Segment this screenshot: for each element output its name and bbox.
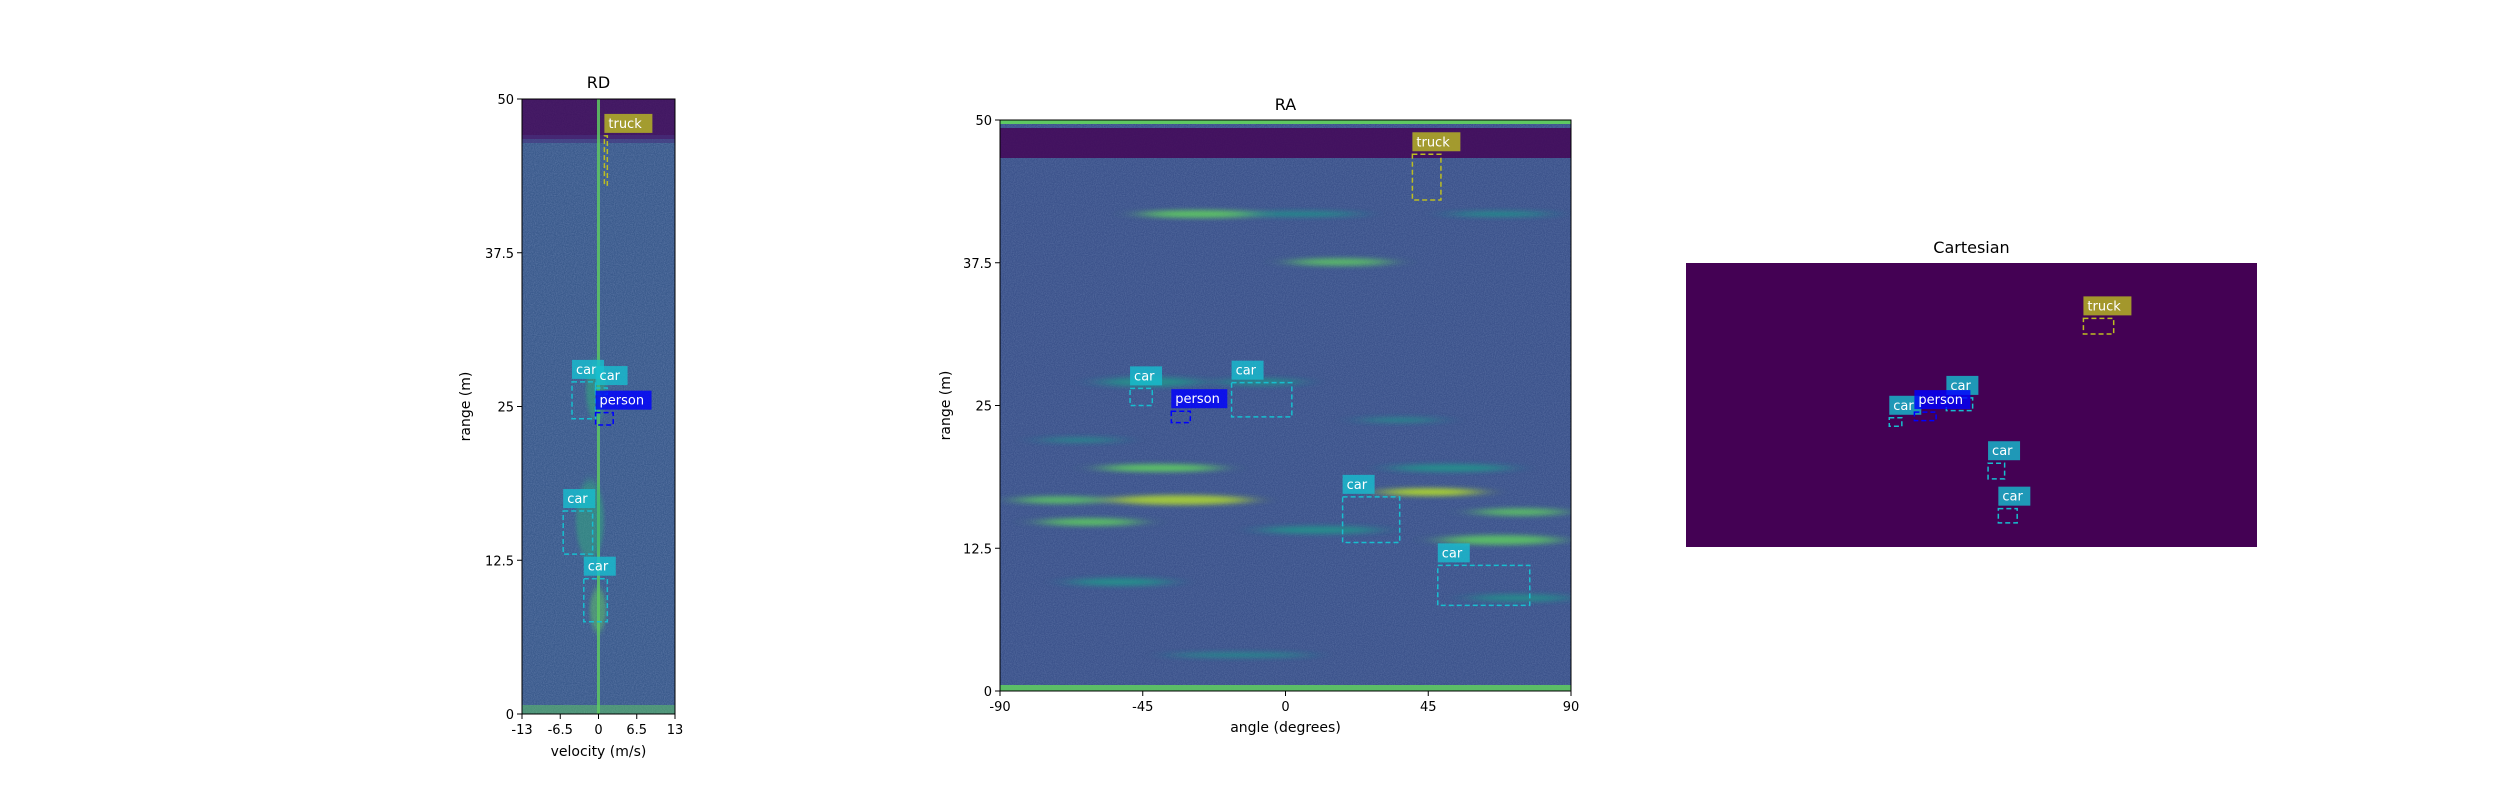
- person-label-bg: [1914, 390, 1971, 410]
- person-box: [594, 411, 614, 426]
- ra-xlabel: angle (degrees): [1230, 720, 1341, 736]
- cartesian-title: Cartesian: [1933, 238, 2009, 257]
- y-tick-label: 12.5: [485, 554, 514, 569]
- person-label: person: [1918, 393, 1963, 408]
- truck-box: [1411, 153, 1442, 201]
- truck-box: [603, 135, 609, 186]
- rd-axes: -13 -6.5 0 6.5 13 0 12.5 25 37.5 50: [485, 93, 683, 738]
- car-box: [1230, 381, 1293, 418]
- y-tick-label: 0: [506, 708, 514, 723]
- car-label: car: [567, 492, 588, 507]
- car-label: car: [1992, 444, 2013, 459]
- x-tick-label: 0: [1281, 700, 1289, 715]
- car-label-bg: [583, 556, 616, 576]
- truck-box: [2082, 317, 2115, 335]
- car-box: [1945, 397, 1974, 412]
- y-tick-label: 12.5: [963, 542, 992, 557]
- rd-title: RD: [587, 73, 610, 92]
- truck-label: truck: [608, 117, 642, 132]
- ra-title: RA: [1275, 95, 1296, 114]
- car-box: [1341, 496, 1401, 544]
- car-label-bg: [1342, 474, 1375, 494]
- person-label-bg: [1171, 389, 1228, 409]
- car-label: car: [1134, 369, 1155, 384]
- truck-label-bg: [2083, 296, 2132, 316]
- truck-label-bg: [1412, 132, 1461, 152]
- car-label-bg: [1437, 543, 1470, 563]
- x-tick-label: -13: [511, 723, 532, 738]
- y-tick-label: 50: [497, 93, 514, 108]
- car-box: [1437, 564, 1531, 607]
- y-tick-label: 25: [975, 400, 992, 415]
- x-tick-label: 13: [667, 723, 684, 738]
- car-label: car: [1236, 364, 1257, 379]
- car-box: [1888, 417, 1903, 428]
- truck-label: truck: [1416, 135, 1450, 150]
- truck-label: truck: [2087, 299, 2121, 314]
- car-label-bg: [1889, 395, 1922, 415]
- car-label: car: [600, 369, 621, 384]
- truck-label-bg: [604, 113, 653, 133]
- person-label: person: [1175, 392, 1220, 407]
- car-box: [583, 577, 609, 623]
- car-box: [1987, 462, 2006, 480]
- car-label-bg: [1130, 366, 1163, 386]
- car-label-bg: [1231, 360, 1264, 380]
- car-box: [1129, 387, 1154, 407]
- x-tick-label: 0: [594, 723, 602, 738]
- y-tick-label: 25: [497, 401, 514, 416]
- car-label: car: [576, 363, 597, 378]
- rd-xlabel: velocity (m/s): [551, 744, 647, 760]
- car-label-bg: [595, 366, 628, 386]
- ra-heatmap: [1000, 120, 1571, 691]
- x-tick-label: -6.5: [548, 723, 573, 738]
- car-box: [562, 510, 594, 555]
- ra-axes: -90 -45 0 45 90 0 12.5 25 37.5 50: [963, 114, 1579, 715]
- car-label: car: [1893, 399, 1914, 414]
- y-tick-label: 0: [984, 685, 992, 700]
- x-tick-label: -90: [989, 700, 1010, 715]
- x-tick-label: 90: [1563, 700, 1580, 715]
- person-label: person: [600, 394, 645, 409]
- car-label: car: [1347, 478, 1368, 493]
- person-box: [1913, 411, 1937, 422]
- y-tick-label: 37.5: [485, 247, 514, 262]
- person-box: [1170, 410, 1192, 424]
- car-label: car: [1442, 546, 1463, 561]
- y-tick-label: 50: [975, 114, 992, 129]
- person-label-bg: [595, 390, 652, 410]
- x-tick-label: 6.5: [626, 723, 647, 738]
- car-label-bg: [1988, 441, 2021, 461]
- car-label-bg: [563, 489, 596, 509]
- cartesian-image: [1686, 263, 2257, 547]
- x-tick-label: 45: [1420, 700, 1437, 715]
- ra-detections: truck car car person car car: [1129, 132, 1531, 607]
- car-label: car: [588, 560, 609, 575]
- y-tick-label: 37.5: [963, 257, 992, 272]
- car-label: car: [2002, 490, 2023, 505]
- rd-ylabel: range (m): [458, 372, 474, 442]
- ra-ylabel: range (m): [938, 371, 954, 441]
- car-label-bg: [1998, 486, 2031, 506]
- ra-panel: RA: [938, 95, 1579, 736]
- car-box: [1997, 507, 2018, 524]
- x-tick-label: -45: [1132, 700, 1153, 715]
